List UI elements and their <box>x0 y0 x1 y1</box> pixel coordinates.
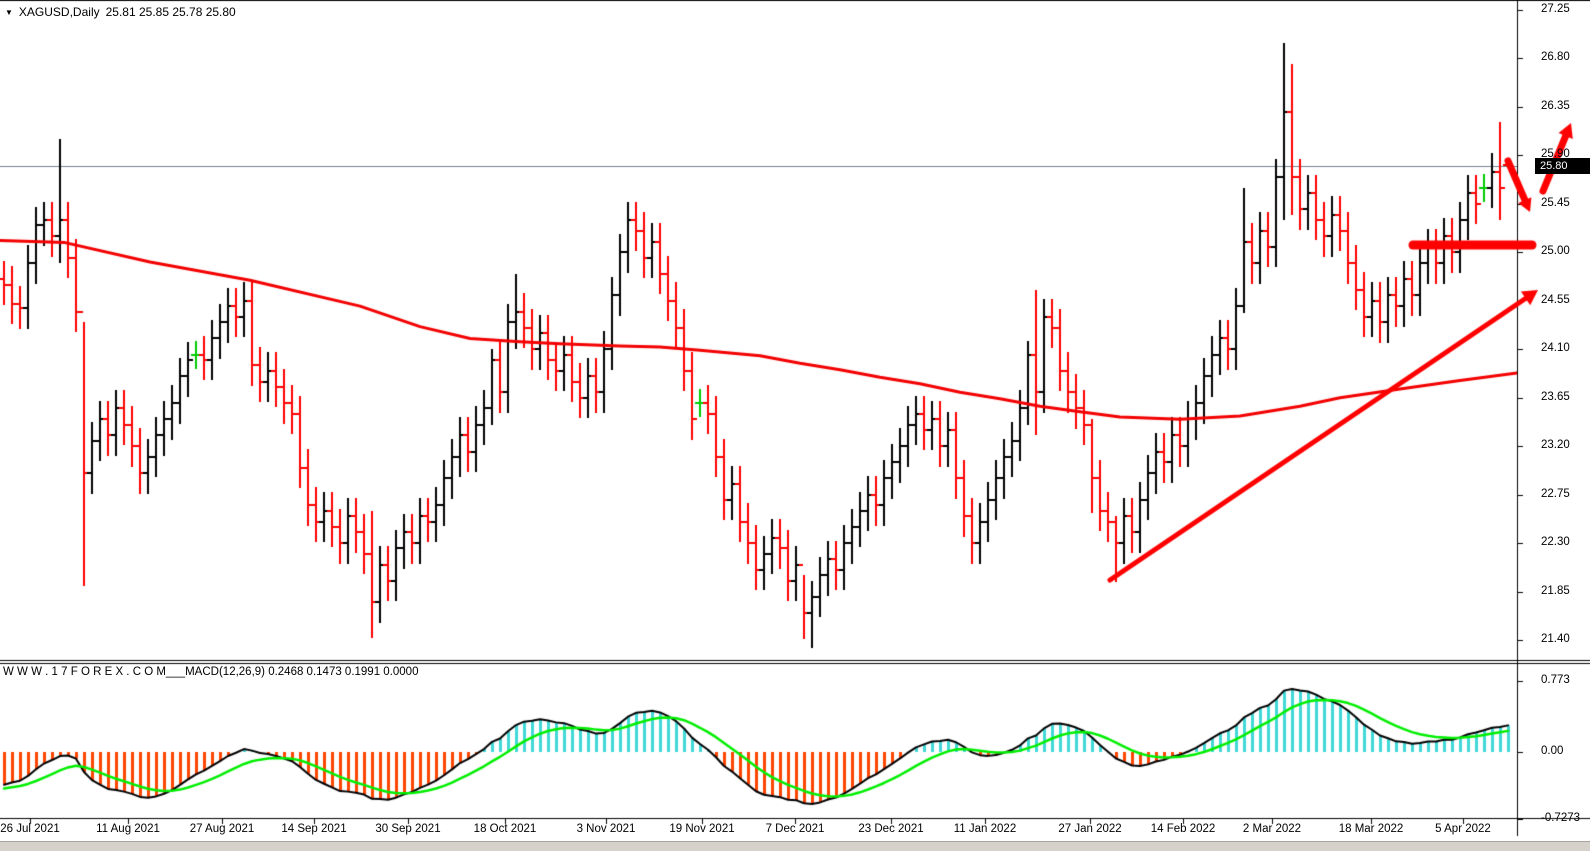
price-axis-label: 24.10 <box>1541 342 1570 354</box>
price-axis-label: 23.65 <box>1541 391 1570 403</box>
time-axis-label: 30 Sep 2021 <box>375 823 441 835</box>
time-axis-label: 11 Aug 2021 <box>96 823 160 835</box>
time-axis-label: 2 Mar 2022 <box>1242 823 1302 835</box>
price-axis-label: 24.55 <box>1541 294 1570 306</box>
time-axis-label: 19 Nov 2021 <box>669 823 735 835</box>
time-axis-label: 7 Dec 2021 <box>765 823 825 835</box>
macd-axis-label: 0.00 <box>1541 745 1564 757</box>
window-bottom-strip <box>0 841 1590 851</box>
time-axis-label: 14 Sep 2021 <box>281 823 347 835</box>
time-axis-label: 27 Aug 2021 <box>189 823 255 835</box>
price-axis-label: 21.40 <box>1541 633 1570 645</box>
time-axis-label: 3 Nov 2021 <box>576 823 636 835</box>
time-axis-label: 11 Jan 2022 <box>953 823 1017 835</box>
price-axis-label: 25.90 <box>1541 148 1570 160</box>
price-axis-label: 27.25 <box>1541 3 1570 15</box>
time-axis-label: 18 Mar 2022 <box>1338 823 1404 835</box>
time-axis-label: 18 Oct 2021 <box>473 823 537 835</box>
time-axis-label: 26 Jul 2021 <box>0 823 60 835</box>
price-axis-label: 23.20 <box>1541 439 1570 451</box>
price-axis-label: 22.30 <box>1541 536 1570 548</box>
price-axis-label: 25.00 <box>1541 245 1570 257</box>
time-axis-label: 14 Feb 2022 <box>1150 823 1216 835</box>
time-axis-label: 23 Dec 2021 <box>858 823 924 835</box>
price-axis-label: 25.45 <box>1541 197 1570 209</box>
price-axis-label: 22.75 <box>1541 488 1570 500</box>
time-axis-label: 27 Jan 2022 <box>1058 823 1122 835</box>
time-axis-label: 5 Apr 2022 <box>1435 823 1491 835</box>
symbol-dropdown-icon[interactable]: ▼ <box>5 7 13 17</box>
price-axis-label: 21.85 <box>1541 585 1570 597</box>
macd-axis-label: 0.773 <box>1541 674 1570 686</box>
price-axis-label: 26.35 <box>1541 100 1570 112</box>
macd-axis-label: -0.7273 <box>1541 812 1581 824</box>
price-axis-label: 26.80 <box>1541 51 1570 63</box>
